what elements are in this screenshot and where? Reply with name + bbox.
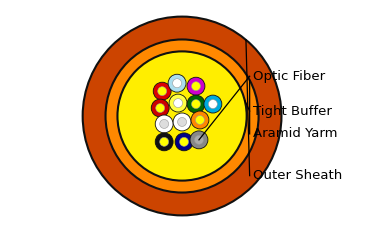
Circle shape [195,116,204,125]
Circle shape [173,113,191,131]
Text: Outer Sheath: Outer Sheath [253,169,342,182]
Text: Optic Fiber: Optic Fiber [253,70,325,83]
Circle shape [204,95,222,113]
Text: Tight Buffer: Tight Buffer [253,104,331,118]
Circle shape [106,40,258,192]
Text: Aramid Yarm: Aramid Yarm [253,127,337,140]
Circle shape [209,100,217,109]
Circle shape [192,100,200,109]
Circle shape [160,137,169,146]
Circle shape [156,103,165,112]
Circle shape [194,135,204,144]
Circle shape [187,95,205,113]
Circle shape [151,99,169,117]
Circle shape [118,51,247,181]
Circle shape [175,133,193,151]
Circle shape [190,131,208,149]
Circle shape [168,74,186,92]
Circle shape [160,119,169,128]
Circle shape [83,17,281,215]
Circle shape [155,133,173,151]
Circle shape [177,118,187,126]
Circle shape [192,82,200,91]
Circle shape [191,111,209,129]
Circle shape [174,99,182,108]
Circle shape [158,87,167,96]
Circle shape [187,77,205,95]
Circle shape [180,137,189,146]
Circle shape [155,115,173,133]
Circle shape [169,94,187,112]
Circle shape [173,79,182,88]
Circle shape [153,82,171,100]
